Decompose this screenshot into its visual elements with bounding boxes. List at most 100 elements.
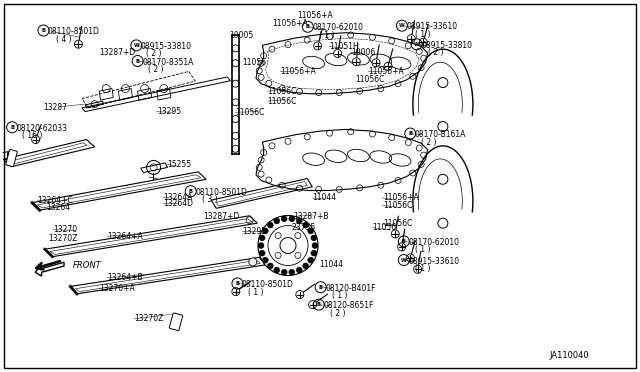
Text: ( 3 ): ( 3 ) [202, 195, 217, 204]
FancyBboxPatch shape [6, 150, 17, 167]
Circle shape [232, 288, 240, 296]
Circle shape [407, 35, 415, 43]
Text: B: B [10, 125, 14, 130]
Text: 13287+B: 13287+B [293, 212, 328, 221]
Text: B: B [306, 24, 310, 29]
Text: 23735: 23735 [291, 223, 316, 232]
Circle shape [280, 237, 296, 254]
Text: ( 16 ): ( 16 ) [22, 131, 43, 140]
Text: 13264: 13264 [46, 203, 70, 212]
Text: 08915-33810: 08915-33810 [141, 42, 192, 51]
Text: 11056C: 11056C [236, 108, 265, 117]
Circle shape [391, 230, 399, 238]
Text: 08170-B161A: 08170-B161A [415, 130, 466, 139]
Circle shape [262, 228, 268, 234]
Text: 13270Z: 13270Z [134, 314, 164, 323]
Text: B: B [408, 131, 412, 136]
Text: B: B [402, 239, 406, 244]
Text: ( 2 ): ( 2 ) [421, 138, 436, 147]
Circle shape [384, 62, 392, 70]
Text: 13264D: 13264D [163, 199, 193, 208]
Text: 13270+A: 13270+A [99, 284, 135, 293]
Circle shape [268, 263, 273, 269]
Text: 13287: 13287 [44, 103, 68, 112]
Text: 11056+A: 11056+A [368, 67, 404, 76]
Text: 08110-8501D: 08110-8501D [48, 27, 100, 36]
Circle shape [268, 222, 273, 228]
Circle shape [262, 257, 268, 263]
Text: B: B [136, 58, 140, 64]
Text: W: W [134, 43, 139, 48]
Text: 11056C: 11056C [383, 219, 412, 228]
Circle shape [312, 243, 318, 248]
Text: ( 2 ): ( 2 ) [428, 48, 443, 57]
Circle shape [31, 135, 40, 144]
Text: ( 2 ): ( 2 ) [146, 49, 161, 58]
Circle shape [311, 250, 317, 256]
Text: ( 4 ): ( 4 ) [56, 35, 72, 44]
Circle shape [281, 269, 287, 275]
Text: 08915-33810: 08915-33810 [421, 41, 472, 50]
Text: ( 2 ): ( 2 ) [148, 65, 164, 74]
Circle shape [311, 235, 317, 241]
Text: 13270: 13270 [53, 225, 77, 234]
Text: B: B [189, 189, 193, 194]
Circle shape [296, 218, 302, 224]
Circle shape [296, 267, 302, 273]
Text: 11056+A: 11056+A [383, 193, 419, 202]
Circle shape [259, 235, 265, 241]
Circle shape [258, 215, 318, 276]
Circle shape [258, 243, 264, 248]
Text: 13287+D: 13287+D [99, 48, 136, 57]
Circle shape [308, 257, 314, 263]
Text: B: B [317, 302, 321, 307]
Circle shape [74, 40, 83, 48]
Text: ( 1 ): ( 1 ) [415, 264, 430, 273]
Text: 13295: 13295 [242, 227, 266, 236]
Circle shape [406, 254, 415, 262]
Text: ( 1 ): ( 1 ) [415, 30, 430, 39]
Text: 13264A: 13264A [163, 193, 193, 202]
Text: 08915-33610: 08915-33610 [406, 22, 458, 31]
Circle shape [289, 216, 295, 222]
Text: JA110040: JA110040 [549, 351, 589, 360]
Text: B: B [42, 28, 45, 33]
Circle shape [372, 59, 380, 67]
Text: ( 2 ): ( 2 ) [330, 309, 345, 318]
Text: 13295: 13295 [157, 107, 181, 116]
Circle shape [303, 263, 308, 269]
Circle shape [259, 250, 265, 256]
Circle shape [308, 228, 314, 234]
Text: 13287+D: 13287+D [204, 212, 240, 221]
Text: 11044: 11044 [319, 260, 343, 269]
Text: ( 1 ): ( 1 ) [319, 31, 334, 40]
Circle shape [268, 225, 308, 266]
Text: 08170-62010: 08170-62010 [312, 23, 364, 32]
Text: 08170-62010: 08170-62010 [408, 238, 460, 247]
Text: 10006: 10006 [351, 48, 375, 57]
Text: 11056: 11056 [372, 223, 397, 232]
Text: 11056C: 11056C [383, 201, 412, 210]
Text: 11044: 11044 [312, 193, 337, 202]
Circle shape [296, 291, 304, 299]
Circle shape [274, 218, 280, 224]
Text: ( 1 ): ( 1 ) [332, 291, 347, 300]
Text: 15255: 15255 [168, 160, 192, 169]
Circle shape [419, 38, 428, 46]
Text: 13264+C: 13264+C [37, 196, 73, 205]
Text: 11056: 11056 [242, 58, 266, 67]
Text: 08110-8501D: 08110-8501D [242, 280, 294, 289]
Circle shape [333, 49, 342, 58]
Circle shape [249, 258, 257, 266]
Text: W: W [414, 42, 419, 47]
Circle shape [397, 243, 406, 251]
Circle shape [413, 265, 422, 273]
Text: ( 1 ): ( 1 ) [248, 288, 264, 296]
Text: 08110-8501D: 08110-8501D [195, 188, 247, 197]
Circle shape [281, 216, 287, 222]
Text: FRONT: FRONT [72, 262, 101, 270]
Text: 11056C: 11056C [268, 97, 297, 106]
Text: 11056C: 11056C [355, 76, 385, 84]
Text: W: W [401, 257, 406, 263]
Text: 11051H: 11051H [330, 42, 359, 51]
